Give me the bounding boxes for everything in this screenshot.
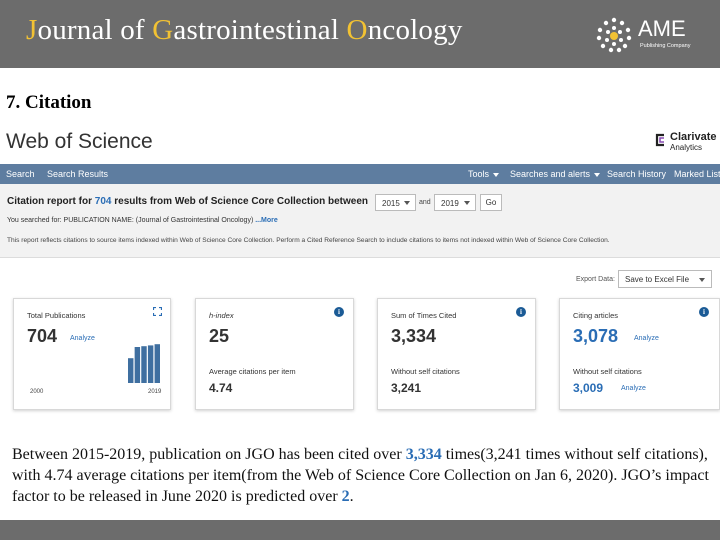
- h-index-card: h-index i 25 Average citations per item …: [195, 298, 354, 410]
- nav-marked-list[interactable]: Marked List: [674, 169, 720, 179]
- chevron-down-icon: [594, 172, 601, 177]
- avg-citations-label: Average citations per item: [209, 367, 296, 376]
- total-publications-card: Total Publications 704 Analyze 2000 2019: [13, 298, 171, 410]
- nav-searches-alerts-label: Searches and alerts: [510, 169, 591, 179]
- expand-icon[interactable]: [153, 307, 162, 316]
- h-index-label: h-index: [209, 311, 234, 320]
- ame-logo-text: AME: [638, 16, 686, 41]
- h-index-value: 25: [209, 326, 230, 346]
- chart-year-start: 2000: [30, 389, 44, 395]
- times-cited-without-self-value: 3,241: [391, 381, 422, 395]
- more-link[interactable]: ...More: [255, 217, 278, 224]
- info-icon[interactable]: i: [516, 307, 526, 317]
- citing-without-self-label: Without self citations: [573, 367, 642, 376]
- report-heading: Citation report for 704 results from Web…: [7, 196, 369, 207]
- go-button[interactable]: Go: [480, 194, 502, 211]
- chevron-down-icon: [699, 278, 705, 282]
- summary-times-cited: 3,334: [405, 446, 442, 463]
- wos-nav-bar: Search Search Results Tools Searches and…: [0, 164, 720, 184]
- citing-articles-label: Citing articles: [573, 311, 619, 320]
- export-data-value: Save to Excel File: [625, 275, 690, 284]
- citation-report-header: Citation report for 704 results from Web…: [0, 184, 720, 258]
- clarivate-logo: Clarivate Analytics: [654, 131, 720, 155]
- nav-search-results[interactable]: Search Results: [47, 169, 109, 179]
- wos-title: Web of Science: [6, 130, 153, 153]
- to-year-value: 2019: [441, 199, 459, 208]
- report-count[interactable]: 704: [94, 196, 112, 207]
- export-data-select[interactable]: Save to Excel File: [618, 270, 712, 288]
- times-cited-without-self-label: Without self citations: [391, 367, 460, 376]
- to-year-select[interactable]: 2019: [434, 194, 476, 211]
- citing-articles-card: Citing articles i 3,078 Analyze Without …: [559, 298, 720, 410]
- times-cited-card: Sum of Times Cited i 3,334 Without self …: [377, 298, 536, 410]
- ame-globe-icon: [596, 17, 632, 53]
- publications-mini-chart: [128, 344, 160, 383]
- export-data-label: Export Data:: [576, 276, 615, 283]
- info-icon[interactable]: i: [334, 307, 344, 317]
- section-title: 7. Citation: [6, 92, 92, 113]
- total-publications-value: 704: [27, 326, 58, 346]
- times-cited-label: Sum of Times Cited: [391, 311, 457, 320]
- chevron-down-icon: [464, 201, 470, 205]
- chart-bar: [128, 358, 134, 383]
- chart-bar: [147, 345, 154, 383]
- from-year-select[interactable]: 2015: [375, 194, 416, 211]
- clarivate-mark-icon: [655, 133, 664, 147]
- ame-logo: AME Publishing Company: [594, 14, 714, 56]
- nav-searches-alerts[interactable]: Searches and alerts: [510, 169, 601, 179]
- report-note: This report reflects citations to source…: [7, 237, 610, 244]
- footer-bar: [0, 520, 720, 540]
- avg-citations-value: 4.74: [209, 381, 233, 395]
- analyze-link[interactable]: Analyze: [70, 335, 95, 342]
- citation-summary: Between 2015-2019, publication on JGO ha…: [12, 446, 709, 505]
- nav-search[interactable]: Search: [6, 169, 35, 179]
- total-publications-label: Total Publications: [27, 311, 86, 320]
- chart-bar: [154, 344, 160, 383]
- from-year-value: 2015: [382, 199, 400, 208]
- chart-year-end: 2019: [148, 389, 162, 395]
- times-cited-value: 3,334: [391, 326, 437, 346]
- searched-for-text: You searched for: PUBLICATION NAME: (Jou…: [7, 217, 278, 224]
- journal-title: Journal of Gastrointestinal Oncology: [26, 14, 463, 46]
- citing-without-self-analyze-link[interactable]: Analyze: [621, 385, 646, 392]
- ame-logo-subtitle: Publishing Company: [640, 43, 691, 49]
- journal-banner: Journal of Gastrointestinal Oncology AME…: [0, 0, 720, 68]
- summary-impact-factor: 2: [341, 488, 350, 505]
- info-icon[interactable]: i: [699, 307, 709, 317]
- chevron-down-icon: [493, 172, 500, 177]
- chart-bar: [141, 346, 147, 383]
- nav-search-history[interactable]: Search History: [607, 169, 667, 179]
- and-label: and: [419, 199, 431, 206]
- citing-analyze-link[interactable]: Analyze: [634, 335, 659, 342]
- nav-tools[interactable]: Tools: [468, 169, 500, 179]
- chevron-down-icon: [404, 201, 410, 205]
- citing-without-self-value[interactable]: 3,009: [573, 381, 604, 395]
- nav-tools-label: Tools: [468, 169, 490, 179]
- clarivate-name: Clarivate: [670, 131, 717, 143]
- chart-bar: [134, 347, 141, 383]
- clarivate-subtitle: Analytics: [670, 143, 703, 152]
- citing-articles-value[interactable]: 3,078: [573, 326, 619, 346]
